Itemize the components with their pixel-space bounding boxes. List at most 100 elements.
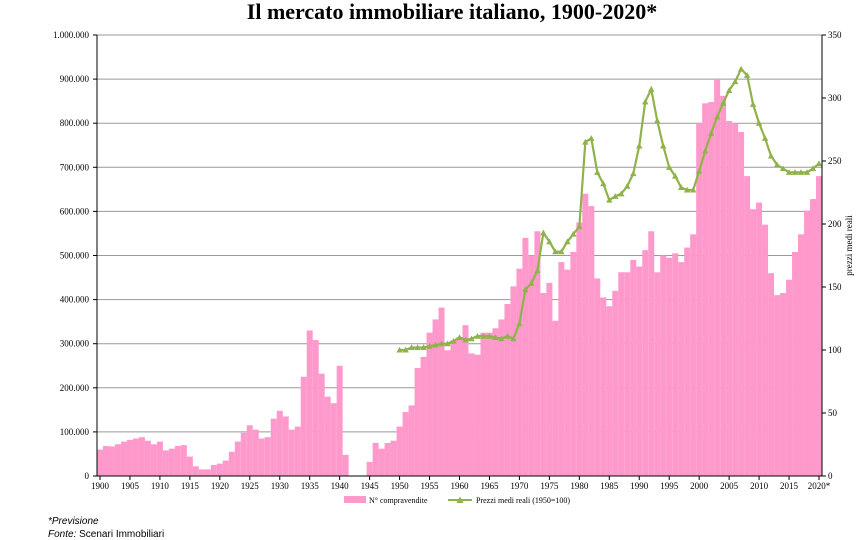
bar (420, 356, 427, 476)
bar (708, 102, 715, 477)
bar (324, 396, 331, 476)
y-left-tick-label: 800.000 (60, 118, 90, 128)
bar (276, 410, 283, 476)
price-marker (761, 135, 769, 141)
bar (132, 438, 139, 476)
bar (180, 445, 187, 476)
bar (750, 209, 757, 476)
price-marker (582, 138, 589, 145)
price-marker (737, 65, 745, 72)
bar (534, 231, 541, 476)
source-note: Fonte: Scenari Immobiliari (48, 529, 164, 540)
y-right-tick-label: 200 (828, 219, 842, 229)
price-marker (468, 335, 475, 342)
bar (288, 429, 295, 476)
bar (522, 237, 529, 476)
bar (186, 456, 193, 476)
price-marker (534, 267, 541, 274)
bar (222, 460, 229, 476)
price-marker (408, 344, 415, 351)
bar (144, 440, 151, 476)
chart-title: Il mercato immobiliare italiano, 1900-20… (247, 0, 657, 24)
bar (204, 469, 211, 476)
bar (678, 262, 685, 476)
bar (102, 446, 109, 476)
bar (630, 259, 637, 476)
bar (696, 123, 703, 476)
bar (738, 132, 745, 476)
bar (654, 272, 661, 476)
price-marker (707, 130, 715, 136)
bar (816, 176, 822, 476)
price-marker (791, 169, 799, 175)
bar (438, 307, 445, 476)
bar (582, 193, 589, 476)
price-marker (570, 230, 577, 237)
price-marker (689, 186, 697, 193)
x-tick-label: 1935 (301, 481, 320, 491)
bar (768, 273, 775, 476)
price-marker (654, 117, 661, 124)
price-marker (528, 280, 535, 286)
x-tick-label: 1995 (660, 481, 679, 491)
bar (780, 292, 787, 476)
y-left-tick-label: 600.000 (60, 206, 90, 216)
bar (258, 438, 265, 476)
bar (504, 304, 511, 476)
bar (294, 426, 301, 476)
price-marker (396, 346, 403, 353)
bar (264, 437, 271, 476)
bar (126, 439, 133, 476)
price-marker (492, 334, 499, 340)
bar (342, 454, 349, 476)
x-tick-label: 1980 (570, 481, 589, 491)
price-marker (618, 190, 625, 197)
y-left-tick-label: 0 (85, 471, 90, 481)
bar (240, 432, 247, 476)
y-right-tick-label: 350 (828, 30, 842, 40)
price-marker (450, 337, 457, 344)
bar (378, 448, 385, 476)
price-marker (438, 340, 445, 347)
bar (498, 319, 505, 476)
y-right-tick-label: 50 (828, 408, 838, 418)
price-marker (695, 167, 703, 174)
bar (606, 306, 613, 476)
price-marker (588, 135, 595, 141)
price-marker (522, 286, 529, 293)
bar (108, 446, 115, 476)
bar (594, 278, 601, 476)
price-marker (540, 229, 547, 236)
y-left-tick-label: 900.000 (60, 74, 90, 84)
bar (726, 120, 733, 477)
bar (168, 448, 175, 476)
price-marker (600, 180, 607, 187)
bar (810, 199, 817, 476)
y-left-tick-label: 200.000 (60, 383, 90, 393)
price-marker (767, 152, 775, 159)
y-right-tick-label: 100 (828, 345, 842, 355)
bar (366, 461, 373, 476)
bar (480, 332, 487, 476)
bar (798, 234, 805, 476)
x-tick-label: 1950 (391, 481, 410, 491)
price-marker (725, 87, 733, 93)
x-tick-label: 1960 (451, 481, 470, 491)
price-marker (546, 238, 553, 245)
price-marker (516, 320, 523, 327)
bar (786, 279, 793, 476)
y-right-tick-label: 250 (828, 156, 842, 166)
bar (300, 376, 307, 476)
y-left-tick-label: 300.000 (60, 339, 90, 349)
x-tick-label: 1945 (361, 481, 380, 491)
bar (528, 255, 535, 476)
legend-swatch-marker (456, 496, 464, 503)
y-left-tick-label: 1.000.000 (53, 30, 90, 40)
bar (174, 446, 181, 476)
bar (252, 429, 259, 476)
price-marker (648, 85, 655, 92)
x-tick-label: 1970 (510, 481, 529, 491)
bar (246, 425, 253, 476)
price-marker (624, 183, 631, 189)
